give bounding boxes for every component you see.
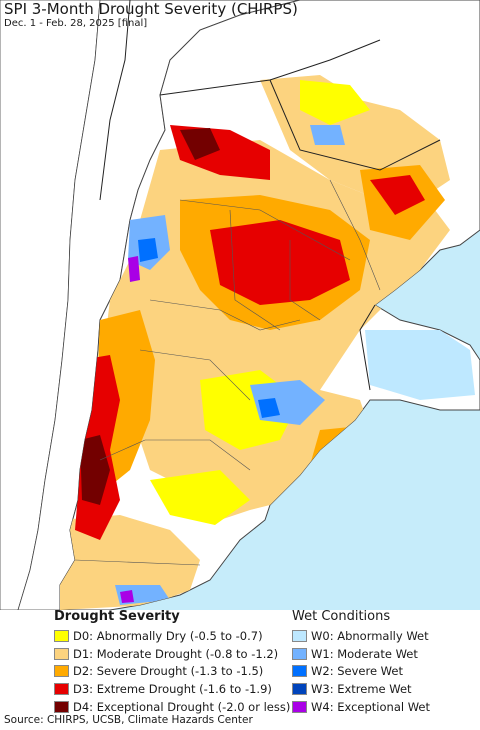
legend-swatch: [54, 682, 69, 695]
legend-swatch: [54, 700, 69, 713]
legend-label: W3: Extreme Wet: [311, 681, 412, 696]
legend-drought: Drought Severity D0: Abnormally Dry (-0.…: [54, 609, 290, 715]
d4-region-west: [80, 435, 110, 505]
province-borders: [74, 179, 381, 566]
d0-region-b: [150, 470, 250, 525]
legend-label: D3: Extreme Drought (-1.6 to -1.9): [73, 681, 272, 696]
map-title: SPI 3-Month Drought Severity (CHIRPS): [4, 0, 298, 18]
w0-region-uruguay: [365, 330, 475, 400]
legend-swatch: [54, 647, 69, 660]
legend-swatch: [292, 700, 307, 713]
w4-region-nw: [128, 256, 140, 282]
d4-region-north: [180, 128, 220, 160]
legend-swatch: [292, 665, 307, 678]
w2-region-center: [258, 398, 280, 418]
legend-item: D1: Moderate Drought (-0.8 to -1.2): [54, 645, 290, 663]
legend-item: W3: Extreme Wet: [292, 680, 430, 698]
drought-map: [0, 0, 480, 610]
legend-label: W0: Abnormally Wet: [311, 628, 429, 643]
legend-wet-heading: Wet Conditions: [292, 609, 391, 624]
source-footer: Source: CHIRPS, UCSB, Climate Hazards Ce…: [4, 714, 253, 726]
w1-region-north: [310, 125, 345, 145]
legend-item: W1: Moderate Wet: [292, 645, 430, 663]
w2-region-nw: [138, 238, 158, 262]
d3-region-paraguay: [370, 175, 425, 215]
legend-label: D0: Abnormally Dry (-0.5 to -0.7): [73, 628, 263, 643]
d0-region-c: [300, 80, 370, 125]
legend-label: W2: Severe Wet: [311, 664, 403, 679]
legend-swatch: [292, 682, 307, 695]
legend-item: W2: Severe Wet: [292, 662, 430, 680]
map-subtitle: Dec. 1 - Feb. 28, 2025 [final]: [4, 18, 148, 29]
legend-swatch: [54, 665, 69, 678]
legend-item: D2: Severe Drought (-1.3 to -1.5): [54, 662, 290, 680]
legend-swatch: [54, 629, 69, 642]
legend-label: D2: Severe Drought (-1.3 to -1.5): [73, 664, 264, 679]
legend-label: D1: Moderate Drought (-0.8 to -1.2): [73, 646, 279, 661]
legend-label: W1: Moderate Wet: [311, 646, 418, 661]
w4-region-south: [120, 590, 134, 603]
d3-region-central: [210, 220, 350, 305]
legend-label: D4: Exceptional Drought (-2.0 or less): [73, 699, 291, 714]
country-borders: [99, 0, 441, 391]
legend-drought-heading: Drought Severity: [54, 609, 180, 624]
legend-swatch: [292, 647, 307, 660]
atlantic-ocean: [110, 400, 480, 610]
legend-swatch: [292, 629, 307, 642]
legend-item: D4: Exceptional Drought (-2.0 or less): [54, 698, 290, 716]
legend-item: D0: Abnormally Dry (-0.5 to -0.7): [54, 627, 290, 645]
legend-item: W0: Abnormally Wet: [292, 627, 430, 645]
legend-wet: Wet Conditions W0: Abnormally Wet W1: Mo…: [292, 609, 430, 715]
legend-label: W4: Exceptional Wet: [311, 699, 430, 714]
legend-item: D3: Extreme Drought (-1.6 to -1.9): [54, 680, 290, 698]
map-canvas: [0, 0, 480, 610]
legend-item: W4: Exceptional Wet: [292, 698, 430, 716]
